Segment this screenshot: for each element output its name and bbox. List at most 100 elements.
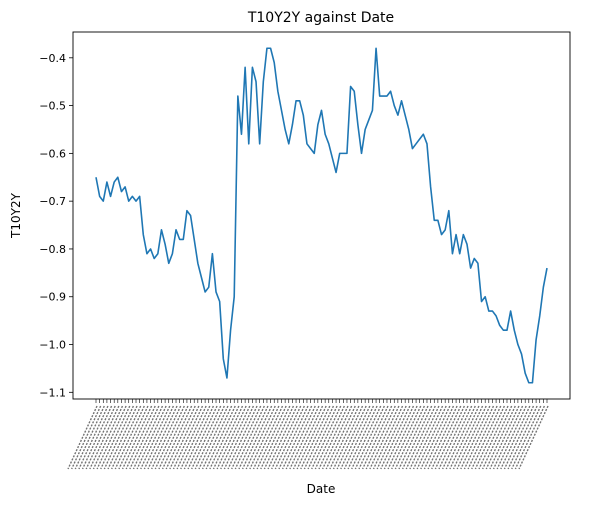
x-tick-label-mark: [278, 405, 309, 470]
x-tick-label-mark: [303, 405, 335, 470]
x-tick-label-mark: [209, 405, 240, 470]
x-tick-label-mark: [271, 405, 302, 470]
x-tick-label-mark: [194, 405, 225, 470]
x-tick-label-mark: [467, 405, 498, 470]
x-tick-label-mark: [354, 405, 385, 470]
x-tick-label-mark: [274, 405, 305, 470]
x-tick-label-mark: [89, 405, 120, 470]
x-tick-label-mark: [161, 405, 193, 470]
x-tick-label-mark: [456, 405, 487, 470]
x-tick-label-mark: [154, 405, 185, 470]
x-tick-label-mark: [361, 405, 393, 470]
x-tick-label-mark: [260, 405, 291, 470]
x-tick-label-mark: [405, 405, 436, 470]
y-tick-label: −0.6: [39, 147, 66, 160]
x-tick-label-mark: [176, 405, 207, 470]
x-tick-label-mark: [383, 405, 415, 470]
x-tick-label-mark: [314, 405, 345, 470]
x-tick-label-mark: [191, 405, 222, 470]
x-tick-label-mark: [165, 405, 196, 470]
y-tick-label: −0.4: [39, 52, 66, 65]
x-tick-label-mark: [96, 405, 127, 470]
x-tick-label-mark: [231, 405, 262, 470]
x-tick-label-mark: [158, 405, 189, 470]
x-tick-label-mark: [485, 405, 516, 470]
y-tick-label: −1.1: [39, 386, 66, 399]
x-tick-label-mark: [180, 405, 211, 470]
x-tick-label-mark: [420, 405, 451, 470]
chart-title: T10Y2Y against Date: [247, 10, 394, 26]
x-tick-label-mark: [336, 405, 367, 470]
x-tick-label-mark: [347, 405, 378, 470]
x-tick-label-mark: [227, 405, 258, 470]
x-tick-label-mark: [256, 405, 287, 470]
y-axis: −0.4 −0.5 −0.6 −0.7 −0.8 −0.9 −1.0 −1.1: [39, 52, 73, 399]
x-tick-label-mark: [111, 405, 142, 470]
x-tick-label-mark: [343, 405, 375, 470]
x-tick-label-mark: [67, 405, 98, 470]
x-tick-label-mark: [511, 405, 542, 470]
x-tick-label-mark: [332, 405, 364, 470]
x-tick-label-mark: [427, 405, 458, 470]
x-tick-label-mark: [169, 405, 200, 470]
x-tick-label-mark: [478, 405, 509, 470]
x-tick-label-mark: [365, 405, 396, 470]
x-tick-label-mark: [121, 405, 153, 470]
x-tick-label-mark: [81, 405, 113, 470]
x-tick-label-mark: [474, 405, 505, 470]
x-tick-label-mark: [74, 405, 105, 470]
x-tick-label-mark: [441, 405, 473, 470]
x-tick-label-mark: [118, 405, 149, 470]
x-tick-label-mark: [151, 405, 182, 470]
x-tick-label-mark: [492, 405, 524, 470]
x-tick-label-mark: [463, 405, 495, 470]
x-tick-label-mark: [220, 405, 251, 470]
x-tick-label-mark: [471, 405, 502, 470]
x-tick-label-mark: [132, 405, 164, 470]
x-tick-label-mark: [234, 405, 265, 470]
x-tick-label-mark: [103, 405, 135, 470]
x-tick-label-mark: [245, 405, 276, 470]
x-tick-label-mark: [329, 405, 360, 470]
x-tick-label-mark: [325, 405, 356, 470]
x-tick-label-mark: [300, 405, 331, 470]
x-tick-label-mark: [267, 405, 298, 470]
x-tick-label-mark: [281, 405, 313, 470]
y-tick-label: −0.7: [39, 195, 66, 208]
x-tick-label-mark: [107, 405, 138, 470]
x-tick-label-mark: [460, 405, 491, 470]
x-tick-label-mark: [321, 405, 353, 470]
x-tick-label-mark: [358, 405, 389, 470]
x-tick-label-mark: [416, 405, 447, 470]
x-tick-label-mark: [212, 405, 244, 470]
x-tick-label-mark: [249, 405, 280, 470]
y-tick-label: −0.9: [39, 291, 66, 304]
x-tick-label-mark: [500, 405, 531, 470]
x-tick-label-mark: [147, 405, 178, 470]
x-tick-label-mark: [92, 405, 124, 470]
x-tick-label-mark: [318, 405, 349, 470]
x-tick-label-mark: [289, 405, 320, 470]
x-tick-label-mark: [143, 405, 175, 470]
y-tick-label: −1.0: [39, 339, 66, 352]
x-tick-label-mark: [292, 405, 324, 470]
x-tick-label-mark: [172, 405, 204, 470]
y-tick-label: −0.5: [39, 100, 66, 113]
x-tick-label-mark: [201, 405, 233, 470]
x-tick-label-mark: [376, 405, 407, 470]
x-tick-label-mark: [423, 405, 455, 470]
x-tick-label-mark: [452, 405, 484, 470]
y-tick-label: −0.8: [39, 243, 66, 256]
x-tick-label-mark: [223, 405, 255, 470]
x-tick-label-mark: [78, 405, 109, 470]
plot-frame: [72, 31, 571, 400]
x-tick-label-mark: [216, 405, 247, 470]
x-tick-label-mark: [85, 405, 116, 470]
x-tick-label-mark: [438, 405, 469, 470]
x-tick-label-mark: [285, 405, 316, 470]
x-tick-label-mark: [340, 405, 371, 470]
x-tick-label-mark: [394, 405, 425, 470]
x-tick-label-mark: [187, 405, 218, 470]
x-tick-label-mark: [481, 405, 513, 470]
x-tick-label-mark: [431, 405, 462, 470]
